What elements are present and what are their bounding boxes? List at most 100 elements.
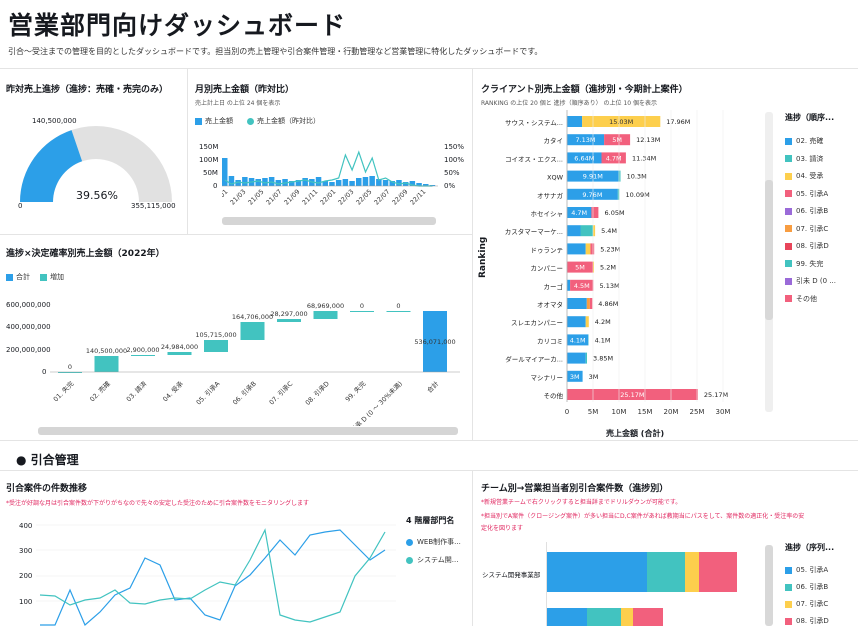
client-total-label: 4.2M: [595, 318, 611, 326]
monthly-x-label: 22/11: [409, 188, 428, 207]
gauge-title: 昨対売上進捗（進捗：売確・売完のみ）: [6, 85, 169, 95]
waterfall-value-label: 0: [360, 302, 364, 310]
monthly-chart: 21/01 21/03 21/05 21/07 21/09 21/11 22/01 22/03…: [222, 150, 438, 207]
client-bar-segment: [567, 316, 586, 328]
legend-swatch: [785, 583, 792, 591]
client-legend-item[interactable]: 06. 引承B: [785, 206, 828, 216]
waterfall-value-label: 2,900,000: [126, 346, 159, 354]
monthly-bar: [295, 180, 302, 186]
client-legend-item[interactable]: 02. 売確: [785, 136, 823, 146]
waterfall-h-scrollbar[interactable]: [38, 427, 458, 435]
client-v-scroll-thumb[interactable]: [765, 180, 773, 320]
client-legend-item[interactable]: 引未 D (0 ...: [785, 276, 836, 286]
client-inner-label: 7.13M: [575, 136, 595, 144]
inquiry-note: *受注が好調な月は引合案件数が下がりがちなので先々の安定した受注のために引合案件…: [6, 500, 310, 507]
waterfall-y-tick: 600,000,000: [6, 301, 51, 309]
client-bar-segment: [567, 188, 618, 200]
team-bar-segment: [647, 552, 685, 592]
client-total-label: 6.05M: [605, 209, 625, 217]
monthly-title: 月別売上金額（昨対比）: [195, 85, 295, 95]
monthly-bar: [329, 182, 335, 186]
client-x-tick: 25M: [690, 408, 705, 416]
team-legend-item[interactable]: 08. 引承D: [785, 616, 829, 626]
inquiry-chart: [36, 524, 396, 626]
team-row-label: システム開発事業部: [482, 571, 541, 579]
client-legend-item[interactable]: その他: [785, 294, 817, 304]
monthly-x-label: 21/05: [247, 188, 266, 207]
monthly-y-tick: 150M: [199, 143, 219, 151]
client-x-tick: 20M: [664, 408, 679, 416]
monthly-x-label: 21/03: [229, 188, 248, 207]
waterfall-x-label: 05. 引承A: [194, 379, 222, 407]
waterfall-bar: [204, 340, 228, 352]
legend-label: 02. 売確: [796, 137, 824, 145]
legend-swatch: [785, 277, 792, 285]
client-bar-segment: [567, 334, 589, 346]
team-v-scroll-thumb[interactable]: [765, 545, 773, 626]
client-total-label: 3M: [589, 373, 599, 381]
client-legend-item[interactable]: 05. 引承A: [785, 189, 828, 199]
legend-swatch: [785, 225, 792, 232]
divider: [0, 68, 858, 69]
team-legend-item[interactable]: 06. 引承B: [785, 582, 828, 592]
monthly-x-label: 21/09: [283, 188, 302, 207]
client-bar-segment: [582, 116, 661, 127]
inquiry-legend-system[interactable]: システム開...: [406, 555, 458, 565]
team-legend-item[interactable]: 05. 引承A: [785, 565, 828, 575]
client-legend-item[interactable]: 07. 引承C: [785, 224, 828, 234]
client-total-label: 12.13M: [636, 136, 660, 144]
team-bar-segment: [699, 552, 737, 592]
legend-swatch: [785, 155, 792, 162]
client-inner-label: 9.76M: [582, 191, 602, 199]
client-total-label: 11.34M: [632, 154, 656, 162]
inquiry-legend-web[interactable]: WEB制作事...: [406, 537, 461, 547]
client-bar-segment: [567, 134, 605, 146]
monthly-bar: [356, 178, 362, 186]
waterfall-bar: [131, 355, 155, 356]
waterfall-x-label: 99. 失完: [343, 379, 368, 404]
waterfall-value-label: 68,969,000: [307, 302, 344, 310]
team-bar-segment: [621, 608, 633, 626]
team-title: チーム別→営業担当者別引合案件数（進捗別）: [481, 484, 669, 494]
client-inner-label: 5M: [612, 136, 622, 144]
client-row-label: カンパニー: [531, 265, 564, 273]
page-title: 営業部門向けダッシュボード: [8, 11, 347, 40]
client-row-label: XQW: [547, 174, 564, 182]
client-bar-segment: [585, 243, 591, 255]
client-bar-segment: [567, 389, 698, 400]
monthly-y2-tick: 0%: [444, 182, 456, 190]
waterfall-x-label: 06. 引承B: [230, 379, 257, 406]
waterfall-bar: [240, 322, 265, 340]
monthly-x-label: 22/09: [391, 188, 410, 207]
client-row-label: ダールマイアーカ...: [505, 355, 563, 364]
waterfall-x-label: 04. 受承: [161, 379, 186, 404]
client-row-label: スレエカンパニー: [511, 319, 563, 327]
team-legend-item[interactable]: 07. 引承C: [785, 599, 828, 609]
monthly-x-label: 22/01: [319, 188, 338, 207]
legend-label: 引未 D (0 ...: [796, 277, 836, 285]
monthly-legend-ratio: 売上金額（昨対比）: [247, 116, 320, 126]
client-subtitle: RANKING の上位 20 個と 進捗（順序あり） の上位 10 個を表示: [481, 100, 657, 107]
client-bar-segment: [567, 298, 587, 309]
monthly-bar: [302, 178, 308, 186]
monthly-bar: [396, 180, 402, 186]
client-bar-segment: [585, 352, 587, 364]
monthly-h-scrollbar[interactable]: [222, 217, 436, 225]
client-inner-label: 4.1M: [570, 336, 586, 344]
waterfall-value-label: 105,715,000: [195, 331, 236, 339]
client-x-tick: 30M: [716, 408, 731, 416]
client-inner-label: 25.17M: [620, 391, 644, 399]
waterfall-bar: [58, 372, 82, 373]
divider: [472, 68, 473, 440]
client-inner-label: 3M: [570, 373, 580, 381]
waterfall-bar: [313, 311, 338, 319]
client-bar-segment: [570, 279, 594, 291]
team-note-1: *新規営業チームで右クリックすると担当詳までドリルダウンが可能です。: [481, 499, 682, 506]
client-total-label: 3.85M: [593, 355, 613, 363]
waterfall-legend-total: 合計: [6, 272, 30, 282]
client-legend-item[interactable]: 99. 失完: [785, 259, 823, 269]
client-legend-item[interactable]: 04. 受承: [785, 171, 823, 181]
client-legend-item[interactable]: 03. 請済: [785, 154, 823, 164]
team-bar-segment: [547, 608, 587, 626]
client-legend-item[interactable]: 08. 引承D: [785, 241, 829, 251]
